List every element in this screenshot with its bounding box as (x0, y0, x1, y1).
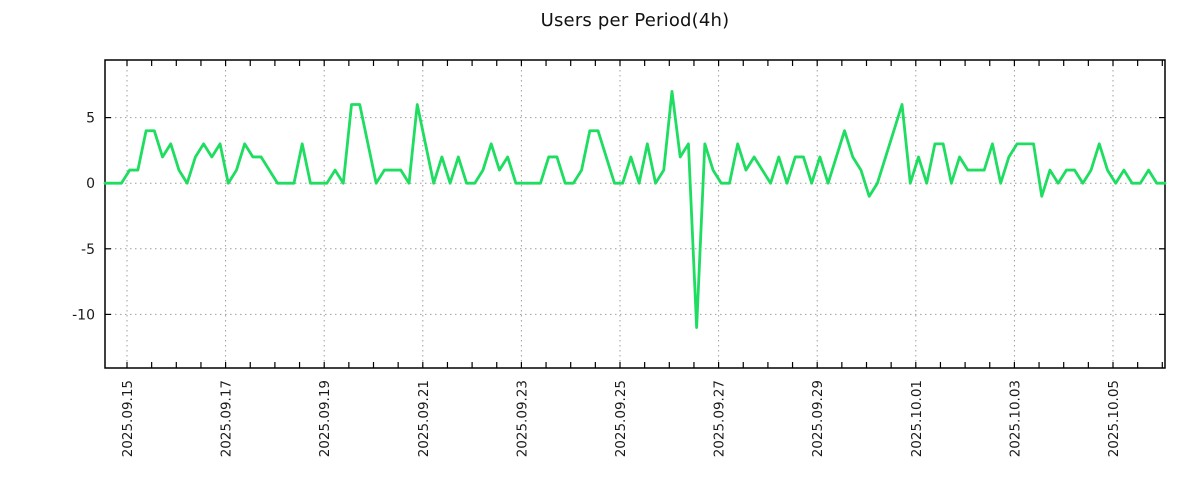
x-tick-label: 2025.09.23 (514, 380, 530, 457)
y-tick-label: 5 (86, 111, 95, 127)
chart-title: Users per Period(4h) (540, 10, 730, 31)
x-tick-label: 2025.10.03 (1007, 380, 1023, 457)
axis-border (104, 59, 1166, 369)
series-line (103, 89, 1167, 329)
x-tick-label: 2025.09.21 (416, 380, 432, 457)
y-tick-label: -10 (72, 307, 95, 323)
x-tick-label: 2025.09.17 (219, 380, 235, 457)
x-tick-label: 2025.09.15 (120, 380, 136, 457)
x-tick-label: 2025.09.29 (810, 380, 826, 457)
y-tick-label: -5 (81, 242, 95, 258)
x-tick-label: 2025.10.05 (1106, 380, 1122, 457)
y-tick-label: 0 (86, 176, 95, 192)
x-tick-label: 2025.10.01 (909, 380, 925, 457)
x-tick-label: 2025.09.19 (317, 380, 333, 457)
x-tick-label: 2025.09.25 (613, 380, 629, 457)
x-tick-label: 2025.09.27 (712, 380, 728, 457)
